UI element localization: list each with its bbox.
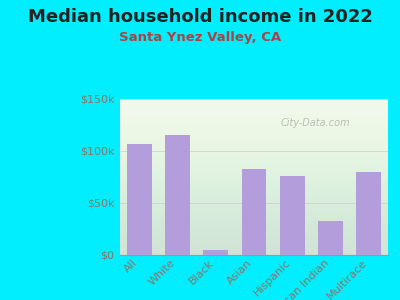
Text: Santa Ynez Valley, CA: Santa Ynez Valley, CA: [119, 32, 281, 44]
Bar: [203, 250, 228, 255]
Bar: [318, 221, 343, 255]
Bar: [356, 172, 381, 255]
Bar: [280, 176, 305, 255]
Bar: [165, 135, 190, 255]
Text: City-Data.com: City-Data.com: [281, 118, 350, 128]
Text: Median household income in 2022: Median household income in 2022: [28, 8, 372, 26]
Bar: [242, 169, 266, 255]
Bar: [127, 144, 152, 255]
